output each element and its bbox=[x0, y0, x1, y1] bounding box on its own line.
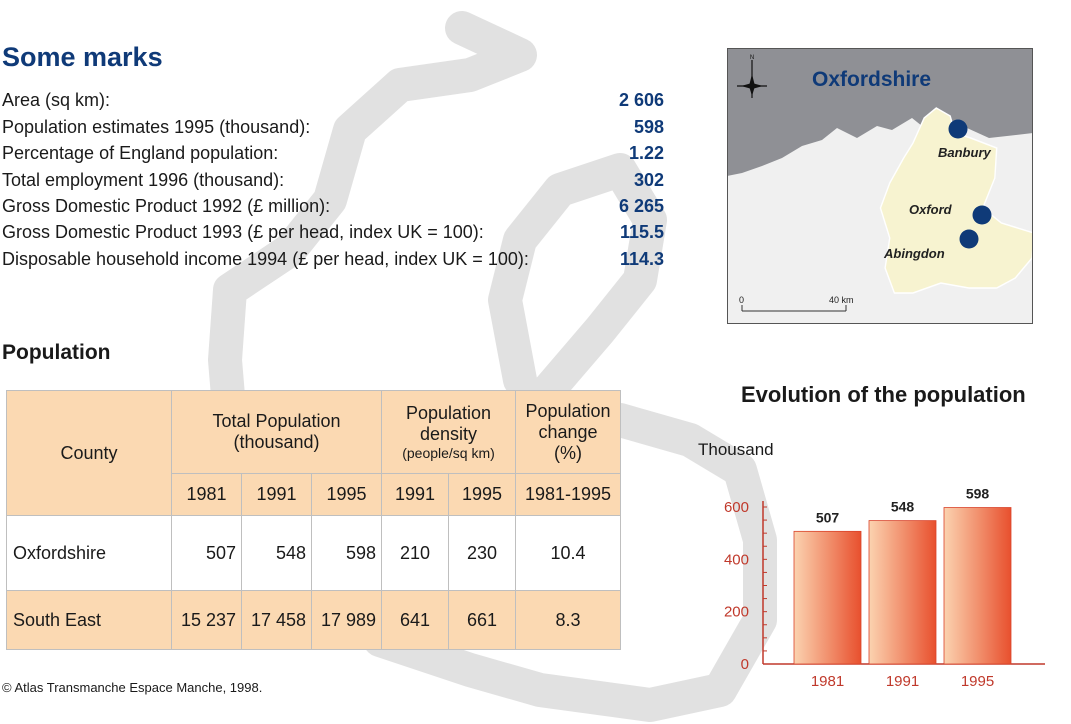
population-table: County Total Population (thousand) Popul… bbox=[6, 390, 621, 650]
y-tick-label: 600 bbox=[724, 499, 749, 516]
header-density-line3: (people/sq km) bbox=[402, 445, 495, 461]
mark-label: Area (sq km): bbox=[2, 90, 111, 110]
north-label: N bbox=[750, 55, 754, 61]
table-cell: 15 237 bbox=[171, 590, 242, 650]
mark-label: Gross Domestic Product 1993 (£ per head,… bbox=[2, 222, 484, 242]
table-cell: 230 bbox=[448, 515, 516, 591]
x-tick-label: 1981 bbox=[811, 673, 844, 690]
mark-row: Disposable household income 1994 (£ per … bbox=[2, 249, 664, 275]
table-cell: 661 bbox=[448, 590, 516, 650]
mark-label: Disposable household income 1994 (£ per … bbox=[2, 249, 529, 269]
copyright-notice: © Atlas Transmanche Espace Manche, 1998. bbox=[2, 680, 263, 695]
table-cell: 507 bbox=[171, 515, 242, 591]
mark-row: Percentage of England population: 1.22 bbox=[2, 143, 664, 169]
table-cell: 210 bbox=[381, 515, 449, 591]
scale-start-label: 0 bbox=[739, 295, 744, 305]
town-label-banbury: Banbury bbox=[938, 145, 992, 160]
county-boundary bbox=[879, 107, 1033, 294]
bar bbox=[793, 530, 862, 665]
header-year: 1995 bbox=[311, 473, 382, 516]
bar bbox=[868, 520, 937, 665]
north-arrow-icon bbox=[737, 60, 767, 98]
table-cell: 17 458 bbox=[241, 590, 312, 650]
mark-row: Area (sq km): 2 606 bbox=[2, 90, 664, 116]
table-cell: 8.3 bbox=[515, 590, 621, 650]
header-year: 1981 bbox=[171, 473, 242, 516]
bar-value-label: 507 bbox=[816, 509, 840, 525]
header-density-line1: Population bbox=[405, 403, 492, 423]
x-tick-label: 1991 bbox=[886, 673, 919, 690]
header-change-line2: change bbox=[538, 421, 598, 442]
mark-value: 2 606 bbox=[618, 90, 664, 110]
map-scale-bar bbox=[741, 305, 847, 312]
county-cell: South East bbox=[6, 590, 172, 650]
map-frame bbox=[727, 48, 1033, 324]
chart-title: Evolution of the population bbox=[741, 382, 1026, 407]
town-label-oxford: Oxford bbox=[909, 202, 953, 217]
header-density-line2: density bbox=[419, 424, 478, 444]
mark-value: 115.5 bbox=[619, 222, 664, 242]
oxfordshire-map: N Oxfordshire Banbury Oxford Abingdon 0 … bbox=[727, 48, 1033, 324]
town-dot-oxford bbox=[972, 205, 992, 225]
mark-label: Percentage of England population: bbox=[2, 143, 279, 163]
mark-row: Gross Domestic Product 1992 (£ million):… bbox=[2, 196, 664, 222]
y-tick-label: 200 bbox=[724, 604, 749, 621]
map-title: Oxfordshire bbox=[812, 68, 931, 91]
y-tick-label: 400 bbox=[724, 551, 749, 568]
marks-title: Some marks bbox=[2, 42, 163, 72]
header-density: Population density (people/sq km) bbox=[381, 390, 516, 474]
mark-label: Population estimates 1995 (thousand): bbox=[2, 117, 311, 137]
header-year: 1991 bbox=[241, 473, 312, 516]
table-cell: 548 bbox=[241, 515, 312, 591]
header-year: 1995 bbox=[448, 473, 516, 516]
mark-value: 1.22 bbox=[628, 143, 664, 163]
county-cell: Oxfordshire bbox=[6, 515, 172, 591]
map-sea bbox=[727, 48, 1033, 176]
mark-value: 598 bbox=[633, 117, 664, 137]
mark-row: Population estimates 1995 (thousand): 59… bbox=[2, 117, 664, 143]
header-total-line2: (thousand) bbox=[233, 432, 320, 452]
table-row: Oxfordshire 507 548 598 210 230 10.4 bbox=[6, 515, 621, 591]
scale-end-label: 40 km bbox=[829, 295, 854, 305]
bar-value-label: 548 bbox=[891, 499, 915, 515]
table-cell: 17 989 bbox=[311, 590, 382, 650]
mark-row: Total employment 1996 (thousand): 302 bbox=[2, 170, 664, 196]
population-title: Population bbox=[2, 341, 111, 364]
mark-label: Total employment 1996 (thousand): bbox=[2, 170, 285, 190]
town-label-abingdon: Abingdon bbox=[883, 246, 945, 261]
header-year: 1981-1995 bbox=[515, 473, 621, 516]
x-tick-label: 1995 bbox=[961, 673, 994, 690]
header-total-line1: Total Population bbox=[212, 411, 341, 431]
mark-label: Gross Domestic Product 1992 (£ million): bbox=[2, 196, 331, 216]
chart-ylabel: Thousand bbox=[698, 440, 774, 459]
mark-value: 114.3 bbox=[619, 249, 664, 269]
table-cell: 641 bbox=[381, 590, 449, 650]
mark-value: 6 265 bbox=[618, 196, 664, 216]
header-change-line1: Population bbox=[525, 400, 611, 421]
table-row: South East 15 237 17 458 17 989 641 661 … bbox=[6, 590, 621, 650]
town-dot-abingdon bbox=[959, 229, 979, 249]
mark-row: Gross Domestic Product 1993 (£ per head,… bbox=[2, 222, 664, 248]
header-change-line3: (%) bbox=[554, 442, 582, 463]
y-tick-label: 0 bbox=[741, 656, 749, 673]
header-change: Population change (%) bbox=[515, 390, 621, 474]
population-bar-chart: 0 200 400 600 507 1981 548 1991 598 1995 bbox=[724, 486, 1045, 690]
mark-value: 302 bbox=[633, 170, 664, 190]
chart-bars: 507 1981 548 1991 598 1995 bbox=[793, 486, 1012, 690]
town-dot-banbury bbox=[948, 119, 968, 139]
bar bbox=[943, 507, 1012, 665]
table-cell: 598 bbox=[311, 515, 382, 591]
header-year: 1991 bbox=[381, 473, 449, 516]
header-total-population: Total Population (thousand) bbox=[171, 390, 382, 474]
bar-value-label: 598 bbox=[966, 486, 990, 502]
table-cell: 10.4 bbox=[515, 515, 621, 591]
header-county: County bbox=[6, 390, 172, 516]
